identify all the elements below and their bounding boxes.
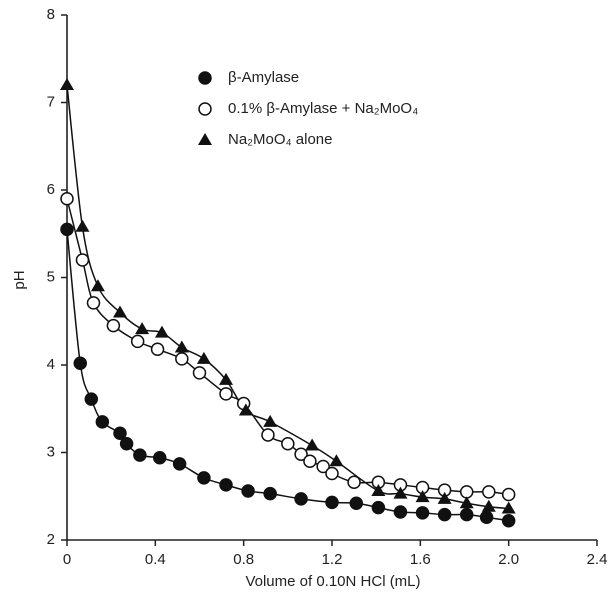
fit-curve <box>66 229 509 522</box>
data-point <box>133 448 147 462</box>
x-axis-title: Volume of 0.10N HCl (mL) <box>245 573 420 590</box>
data-point <box>196 351 211 364</box>
data-point <box>60 192 74 206</box>
data-point <box>175 352 189 366</box>
data-point <box>415 506 430 520</box>
data-point <box>106 318 121 333</box>
legend-label: 0.1% β-Amylase + Na₂MoO₄ <box>228 100 418 117</box>
data-point <box>73 356 87 370</box>
y-tick-label: 5 <box>47 268 55 285</box>
y-tick-label: 4 <box>47 356 55 373</box>
data-point <box>316 459 330 474</box>
data-point <box>113 426 127 440</box>
y-tick-label: 7 <box>47 93 55 110</box>
data-point <box>437 491 452 504</box>
data-point <box>75 219 90 232</box>
data-point <box>303 454 317 468</box>
data-point <box>501 501 516 514</box>
data-point <box>371 484 386 496</box>
data-point <box>241 484 255 498</box>
data-point <box>349 496 364 510</box>
x-tick-label: 0 <box>63 551 71 568</box>
data-point <box>263 486 277 501</box>
legend-marker <box>198 102 212 116</box>
data-point <box>294 492 308 506</box>
data-point <box>135 322 150 335</box>
data-point <box>75 253 90 267</box>
y-tick-label: 8 <box>47 6 55 23</box>
data-point <box>113 305 127 318</box>
y-tick-label: 2 <box>47 531 55 548</box>
data-point <box>192 366 207 380</box>
data-point <box>459 485 474 499</box>
data-point <box>261 428 275 442</box>
data-point <box>501 514 516 528</box>
x-tick-label: 0.8 <box>233 551 254 568</box>
data-point <box>95 415 110 429</box>
data-point <box>238 403 253 416</box>
data-point <box>281 437 295 451</box>
x-tick-label: 2.0 <box>498 551 519 568</box>
legend-marker <box>198 133 212 145</box>
y-tick-label: 3 <box>47 443 55 460</box>
data-point <box>172 457 187 471</box>
data-point <box>219 372 233 385</box>
data-point <box>415 490 430 503</box>
y-tick-label: 6 <box>47 181 55 198</box>
x-tick-label: 1.2 <box>322 551 343 568</box>
data-point <box>219 478 233 492</box>
data-point <box>329 454 344 467</box>
data-point <box>60 222 74 237</box>
data-point <box>459 507 474 522</box>
data-point <box>294 447 308 461</box>
data-point <box>481 499 496 512</box>
data-point <box>86 296 101 310</box>
y-axis-title: pH <box>11 270 28 289</box>
data-point <box>174 340 189 353</box>
data-point <box>119 437 134 451</box>
x-tick-label: 0.4 <box>145 551 166 568</box>
data-point <box>393 505 408 519</box>
data-point <box>197 471 211 485</box>
data-point <box>154 325 169 338</box>
data-point <box>371 500 386 515</box>
data-point <box>219 387 233 401</box>
data-point <box>459 496 474 509</box>
data-point <box>479 510 494 524</box>
x-tick-label: 1.6 <box>410 551 431 568</box>
legend-marker <box>198 71 212 85</box>
data-point <box>437 507 452 522</box>
data-point <box>90 279 105 292</box>
data-point <box>60 78 74 90</box>
data-point <box>347 475 361 489</box>
data-point <box>482 485 496 499</box>
x-tick-label: 2.4 <box>587 551 608 568</box>
legend-label: β-Amylase <box>228 69 299 86</box>
data-point <box>393 486 408 499</box>
data-point <box>130 334 145 349</box>
data-point <box>84 392 99 406</box>
data-point <box>263 414 278 427</box>
data-point <box>325 495 339 510</box>
data-point <box>305 438 320 451</box>
data-point <box>501 487 516 502</box>
data-point <box>150 342 165 356</box>
data-point <box>153 451 167 465</box>
legend-label: Na₂MoO₄ alone <box>228 131 333 148</box>
data-point <box>325 466 339 481</box>
